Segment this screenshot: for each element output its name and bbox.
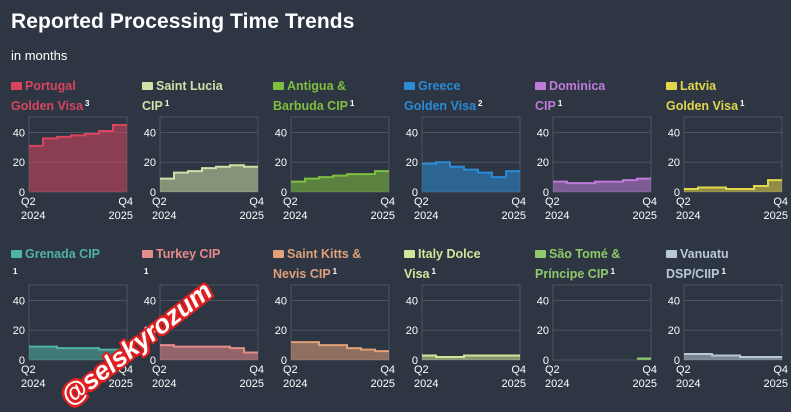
plot-frame (422, 285, 520, 360)
x-tick-quarter: Q4 (380, 196, 395, 208)
x-tick-quarter: Q4 (380, 364, 395, 376)
y-tick-label: 20 (537, 157, 549, 169)
x-tick-year: 2025 (633, 210, 657, 222)
y-tick-label: 40 (275, 127, 287, 139)
x-tick-year: 2024 (414, 210, 438, 222)
x-tick-quarter: Q4 (511, 364, 526, 376)
x-tick-year: 2025 (371, 210, 395, 222)
x-tick-quarter: Q2 (414, 196, 429, 208)
x-tick-year: 2024 (152, 210, 176, 222)
y-tick-label: 20 (13, 157, 25, 169)
y-tick-label: 40 (144, 295, 156, 307)
x-tick-year: 2024 (414, 378, 438, 390)
plot-frame (553, 285, 651, 360)
x-tick-year: 2025 (371, 378, 395, 390)
x-tick-year: 2024 (676, 378, 700, 390)
x-tick-quarter: Q2 (21, 196, 36, 208)
x-tick-quarter: Q2 (21, 364, 36, 376)
x-tick-year: 2025 (240, 378, 264, 390)
y-tick-label: 40 (406, 127, 418, 139)
y-tick-label: 20 (406, 157, 418, 169)
x-tick-year: 2024 (676, 210, 700, 222)
y-tick-label: 20 (668, 157, 680, 169)
x-tick-year: 2024 (283, 378, 307, 390)
y-tick-label: 20 (537, 325, 549, 337)
x-tick-year: 2025 (633, 378, 657, 390)
y-tick-label: 40 (144, 127, 156, 139)
y-tick-label: 20 (668, 325, 680, 337)
x-tick-quarter: Q4 (642, 364, 657, 376)
x-tick-year: 2024 (21, 378, 45, 390)
y-tick-label: 40 (537, 127, 549, 139)
x-tick-quarter: Q4 (773, 196, 788, 208)
y-tick-label: 40 (13, 295, 25, 307)
x-tick-quarter: Q4 (642, 196, 657, 208)
x-tick-year: 2024 (545, 378, 569, 390)
x-tick-quarter: Q2 (545, 196, 560, 208)
y-tick-label: 20 (144, 157, 156, 169)
x-tick-year: 2025 (240, 210, 264, 222)
x-tick-quarter: Q4 (773, 364, 788, 376)
x-tick-quarter: Q2 (676, 196, 691, 208)
x-tick-quarter: Q2 (283, 196, 298, 208)
y-tick-label: 40 (275, 295, 287, 307)
x-tick-year: 2024 (152, 378, 176, 390)
x-tick-year: 2025 (109, 210, 133, 222)
x-tick-quarter: Q4 (249, 196, 264, 208)
y-tick-label: 20 (406, 325, 418, 337)
x-tick-year: 2025 (502, 378, 526, 390)
x-tick-quarter: Q2 (676, 364, 691, 376)
x-tick-quarter: Q2 (152, 196, 167, 208)
y-tick-label: 40 (13, 127, 25, 139)
y-tick-label: 40 (537, 295, 549, 307)
x-tick-quarter: Q2 (283, 364, 298, 376)
x-tick-quarter: Q4 (511, 196, 526, 208)
x-tick-year: 2025 (764, 378, 788, 390)
y-tick-label: 20 (275, 157, 287, 169)
y-tick-label: 20 (275, 325, 287, 337)
x-tick-quarter: Q4 (249, 364, 264, 376)
x-tick-year: 2024 (21, 210, 45, 222)
x-tick-quarter: Q2 (545, 364, 560, 376)
x-tick-year: 2025 (502, 210, 526, 222)
x-tick-quarter: Q2 (152, 364, 167, 376)
x-tick-year: 2024 (545, 210, 569, 222)
x-tick-quarter: Q4 (118, 196, 133, 208)
y-tick-label: 40 (668, 127, 680, 139)
y-tick-label: 40 (668, 295, 680, 307)
x-tick-year: 2024 (283, 210, 307, 222)
x-tick-year: 2025 (764, 210, 788, 222)
plot-frame (684, 285, 782, 360)
y-tick-label: 20 (13, 325, 25, 337)
y-tick-label: 40 (406, 295, 418, 307)
x-tick-quarter: Q2 (414, 364, 429, 376)
